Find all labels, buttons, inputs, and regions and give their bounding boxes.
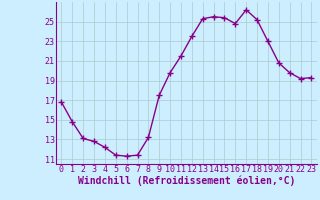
- X-axis label: Windchill (Refroidissement éolien,°C): Windchill (Refroidissement éolien,°C): [78, 176, 295, 186]
